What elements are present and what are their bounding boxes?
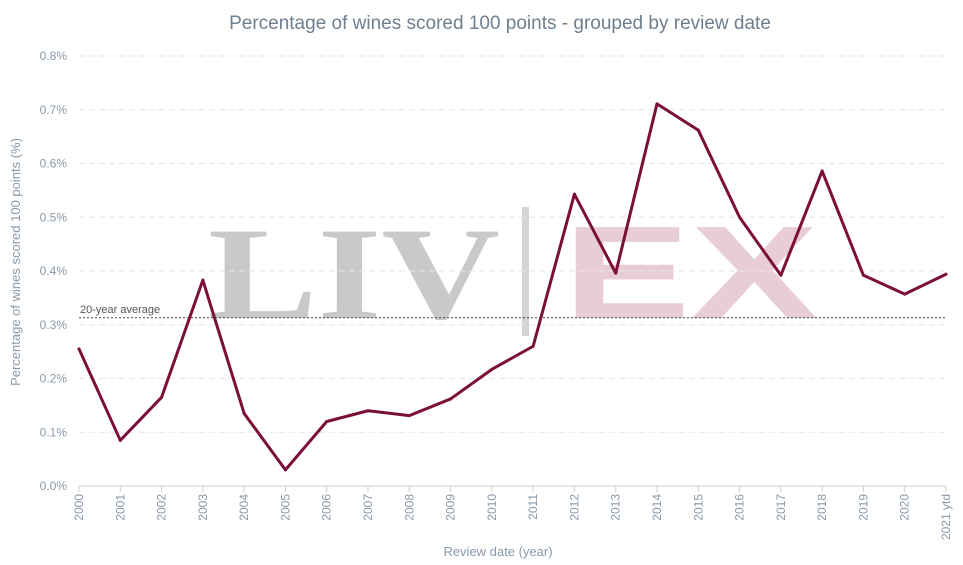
y-tick-label: 0.6% <box>40 157 68 171</box>
y-axis-title: Percentage of wines scored 100 points (%… <box>8 138 23 386</box>
data-point <box>861 273 865 277</box>
data-point <box>118 438 122 442</box>
x-tick-label: 2015 <box>691 494 705 521</box>
series-line <box>77 102 948 472</box>
data-point <box>407 414 411 418</box>
gridlines <box>79 55 946 487</box>
data-point <box>903 292 907 296</box>
x-tick-label: 2020 <box>898 494 912 521</box>
x-tick-label: 2019 <box>856 494 870 521</box>
data-point <box>696 128 700 132</box>
y-axis-ticks: 0.0% 0.1% 0.2% 0.3% 0.4% 0.5% 0.6% 0.7% 0.8% <box>40 49 68 493</box>
x-tick-label: 2002 <box>155 494 169 521</box>
x-tick-label: 2005 <box>278 494 292 521</box>
x-tick-label: 2014 <box>650 494 664 521</box>
data-point <box>531 344 535 348</box>
x-tick-label: 2008 <box>402 494 416 521</box>
data-point <box>242 411 246 415</box>
data-point <box>944 272 948 276</box>
x-tick-label: 2006 <box>320 494 334 521</box>
y-tick-label: 0.4% <box>40 264 68 278</box>
data-point <box>820 169 824 173</box>
y-tick-label: 0.5% <box>40 210 68 224</box>
data-point <box>449 397 453 401</box>
y-tick-label: 0.7% <box>40 103 68 117</box>
data-point <box>614 271 618 275</box>
x-axis-title: Review date (year) <box>443 544 552 559</box>
series-layer <box>77 102 948 472</box>
x-tick-label: 2012 <box>567 494 581 521</box>
data-point <box>366 409 370 413</box>
x-tick-label: 2000 <box>72 494 86 521</box>
chart-title: Percentage of wines scored 100 points - … <box>229 13 771 34</box>
data-point <box>77 347 81 351</box>
x-tick-label: 2010 <box>485 494 499 521</box>
data-point <box>160 395 164 399</box>
y-tick-label: 0.1% <box>40 425 68 439</box>
y-tick-label: 0.0% <box>40 479 68 493</box>
data-point <box>325 420 329 423</box>
x-tick-label: 2011 <box>526 494 540 520</box>
x-tick-label: 2017 <box>774 494 788 521</box>
average-reference-label: 20-year average <box>80 304 160 316</box>
data-point <box>283 468 287 472</box>
data-point <box>201 278 205 282</box>
x-tick-label: 2018 <box>815 494 829 521</box>
watermark-liv: LIV <box>208 200 500 347</box>
data-point <box>738 215 742 219</box>
y-tick-label: 0.3% <box>40 318 68 332</box>
x-tick-label: 2009 <box>444 494 458 521</box>
x-tick-label: 2016 <box>733 494 747 521</box>
y-tick-label: 0.2% <box>40 372 68 386</box>
x-tick-label: 2007 <box>361 494 375 521</box>
data-point <box>779 273 783 277</box>
x-tick-label: 2013 <box>609 494 623 521</box>
data-point <box>490 367 494 371</box>
x-tick-label: 2021 ytd <box>939 494 953 540</box>
data-point <box>572 192 576 196</box>
watermark: LIV EX <box>208 199 818 347</box>
x-tick-label: 2003 <box>196 494 210 521</box>
y-tick-label: 0.8% <box>40 49 68 63</box>
watermark-ex: EX <box>563 199 818 346</box>
x-tick-label: 2001 <box>113 494 127 521</box>
x-tick-label: 2004 <box>237 494 251 521</box>
x-axis-ticks: 2000 2001 2002 2003 2004 2005 2006 2007 2008 2009… <box>72 486 953 540</box>
data-point <box>655 102 659 106</box>
watermark-divider <box>522 207 529 336</box>
